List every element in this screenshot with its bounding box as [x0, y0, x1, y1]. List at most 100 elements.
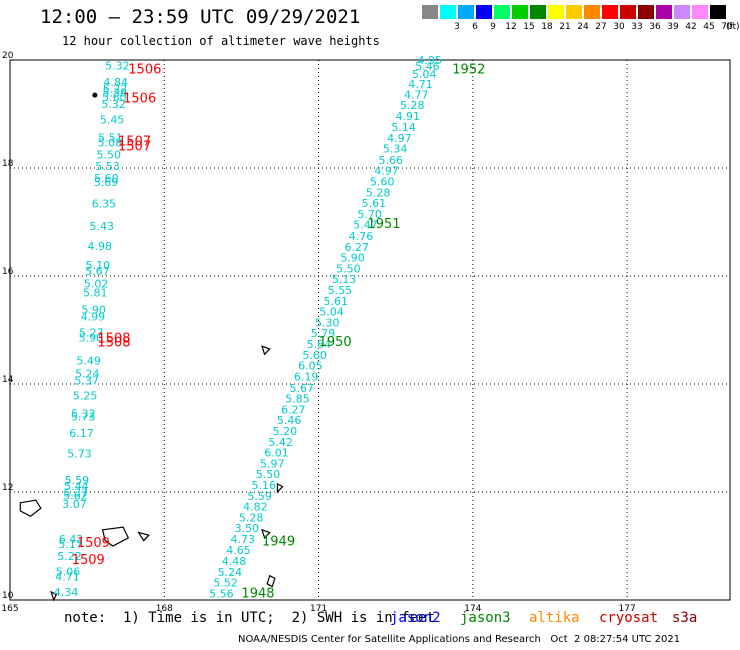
pass-time-label: 1507 — [118, 135, 151, 150]
wave-height-value: 4.77 — [404, 89, 429, 102]
wave-height-value: 5.42 — [268, 436, 293, 449]
wave-height-value: 5.73 — [71, 411, 96, 424]
pass-time-label: 1508 — [97, 332, 130, 347]
pass-time-label: 1507 — [118, 139, 151, 154]
wave-height-value: 5.59 — [65, 474, 90, 487]
color-swatch — [512, 5, 528, 19]
color-scale-label: 39 — [667, 22, 679, 32]
pass-time-label: 1506 — [128, 63, 161, 78]
wave-height-value: 3.50 — [235, 522, 260, 535]
lon-tick-label: 168 — [156, 604, 173, 614]
color-scale-label: 36 — [649, 22, 661, 32]
wave-height-value: 5.04 — [412, 68, 437, 81]
wave-height-value: 5.32 — [101, 98, 126, 111]
wave-height-value: 5.59 — [247, 490, 272, 503]
wave-height-value: 5.37 — [63, 486, 88, 499]
pass-time-label: 1949 — [262, 535, 295, 550]
wave-height-value: 5.62 — [63, 490, 88, 503]
color-swatch — [458, 5, 474, 19]
wave-height-value: 5.85 — [285, 393, 310, 406]
wave-height-value: 5.67 — [85, 265, 110, 278]
wave-height-value: 5.08 — [98, 136, 123, 149]
legend: note: 1) Time is in UTC; 2) SWH is in fe… — [0, 610, 740, 630]
lat-tick-label: 14 — [2, 375, 14, 385]
wave-height-value: 5.27 — [79, 326, 104, 339]
wave-height-value: 5.69 — [94, 176, 119, 189]
color-swatch — [476, 5, 492, 19]
legend-sat-jason2: jason2 — [390, 610, 441, 626]
wave-height-value: 5.66 — [378, 154, 403, 167]
wave-height-value: 4.73 — [230, 533, 255, 546]
color-scale-label: 30 — [613, 22, 625, 32]
legend-sat-s3a: s3a — [672, 610, 698, 626]
island-outline — [261, 528, 271, 540]
wave-height-value: 4.98 — [88, 240, 113, 253]
wave-height-value: 5.60 — [102, 91, 127, 104]
color-scale-label: 70 — [721, 22, 733, 32]
legend-sat-jason3: jason3 — [460, 610, 511, 626]
wave-height-value: 5.22 — [103, 82, 128, 95]
wave-height-value: 5.61 — [323, 295, 348, 308]
color-swatch — [620, 5, 636, 19]
color-swatch — [440, 5, 456, 19]
chart-title: 12:00 – 23:59 UTC 09/29/2021 — [40, 6, 361, 28]
wave-height-value: 5.46 — [277, 414, 302, 427]
wave-height-value: 5.02 — [84, 277, 109, 290]
wave-height-value: 5.28 — [400, 99, 425, 112]
color-swatch — [422, 5, 438, 19]
island-outline — [261, 345, 271, 356]
color-scale-label: 42 — [685, 22, 697, 32]
color-scale-label: 45 — [703, 22, 715, 32]
lat-tick-label: 16 — [2, 267, 14, 277]
color-swatch — [602, 5, 618, 19]
island-outline — [137, 531, 150, 542]
wave-height-value: 4.99 — [81, 310, 106, 323]
wave-height-value: 5.49 — [76, 355, 101, 368]
legend-sat-cryosat: cryosat — [599, 610, 659, 626]
wave-height-value: 6.27 — [281, 403, 306, 416]
wave-height-value: 5.04 — [319, 306, 344, 319]
wave-height-value: 5.50 — [336, 262, 361, 275]
wave-height-value: 5.90 — [79, 331, 104, 344]
wave-height-value: 5.50 — [256, 468, 281, 481]
wave-height-value: 4.82 — [243, 501, 268, 514]
color-swatch — [548, 5, 564, 19]
lat-tick-label: 20 — [2, 51, 14, 61]
wave-height-value: 5.28 — [366, 186, 391, 199]
pass-time-label: 1951 — [367, 217, 400, 232]
wave-height-value: 5.45 — [100, 114, 125, 127]
wave-height-value: 5.73 — [67, 447, 92, 460]
wave-height-value: 5.61 — [362, 197, 387, 210]
color-scale-label: 3 — [454, 22, 460, 32]
wave-height-value: 5.16 — [252, 479, 277, 492]
pass-time-label: 1952 — [452, 63, 485, 78]
wave-height-value: 4.34 — [54, 586, 79, 599]
wave-height-value: 5.60 — [370, 176, 395, 189]
wave-height-value: 4.91 — [396, 110, 421, 123]
color-swatch — [674, 5, 690, 19]
wave-height-value: 4.65 — [226, 544, 251, 557]
wave-height-value: 5.17 — [58, 538, 83, 551]
legend-note: note: 1) Time is in UTC; 2) SWH is in fe… — [64, 610, 435, 626]
wave-height-value: 5.55 — [328, 284, 353, 297]
wave-height-value: 5.34 — [383, 143, 408, 156]
wave-height-value: 5.90 — [340, 252, 365, 265]
island-outline — [101, 526, 130, 547]
wave-height-value: 5.50 — [96, 148, 121, 161]
wave-height-value: 5.13 — [332, 273, 357, 286]
wave-height-value: 5.44 — [64, 480, 89, 493]
wave-height-value: 5.38 — [103, 87, 128, 100]
lon-tick-label: 177 — [619, 604, 636, 614]
color-scale-label: 12 — [505, 22, 517, 32]
color-swatch — [656, 5, 672, 19]
wave-height-value: 5.60 — [94, 172, 119, 185]
pass-time-label: 1950 — [319, 335, 352, 350]
wave-height-value: 5.51 — [98, 132, 123, 145]
color-swatch — [530, 5, 546, 19]
wave-height-value: 5.25 — [73, 390, 98, 403]
island-outline — [266, 574, 276, 588]
pass-time-label: 1948 — [241, 587, 274, 602]
wave-height-value: 5.32 — [105, 60, 129, 73]
color-scale-label: 33 — [631, 22, 643, 32]
wave-height-value: 5.79 — [311, 327, 336, 340]
